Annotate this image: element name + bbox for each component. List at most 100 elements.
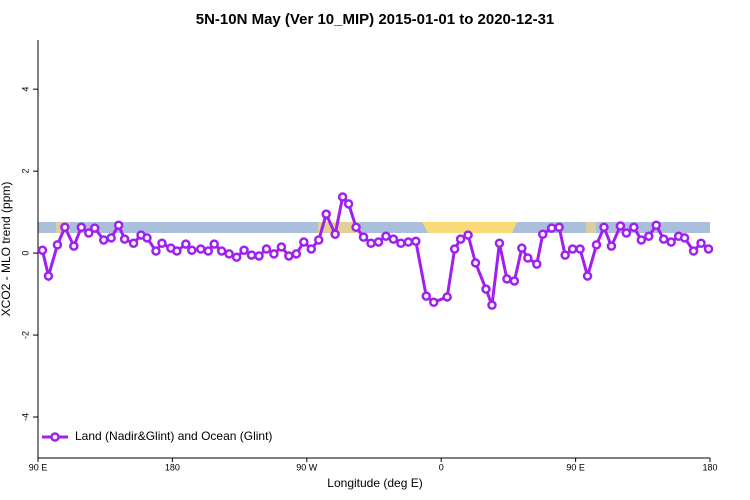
point	[84, 228, 94, 238]
point	[276, 242, 287, 252]
point	[373, 237, 384, 247]
point	[351, 222, 361, 233]
point	[644, 231, 654, 242]
point	[403, 237, 414, 247]
point	[246, 250, 257, 260]
point	[599, 222, 609, 233]
point	[254, 251, 264, 261]
x-tick-label: 180	[165, 462, 180, 472]
x-tick-label: 0	[439, 462, 444, 472]
point	[442, 292, 452, 302]
point	[509, 276, 520, 286]
point	[560, 250, 570, 260]
point	[358, 232, 369, 242]
point	[666, 237, 676, 247]
point	[470, 258, 481, 268]
point	[269, 249, 279, 259]
point	[481, 284, 491, 294]
point	[291, 249, 302, 259]
point	[532, 259, 542, 269]
y-tick-label: 2	[20, 169, 30, 174]
point	[582, 271, 593, 281]
point	[209, 239, 219, 249]
point	[172, 246, 182, 256]
y-tick-label: -2	[20, 331, 30, 339]
point	[76, 222, 87, 233]
point	[517, 243, 527, 253]
ocean-band	[38, 222, 710, 233]
point	[615, 221, 626, 231]
point	[299, 237, 309, 247]
y-tick-label: 0	[20, 251, 30, 256]
point	[306, 244, 317, 254]
point	[157, 238, 167, 249]
x-axis-label: Longitude (deg E)	[327, 476, 422, 490]
point	[455, 234, 466, 244]
point	[567, 244, 578, 254]
point	[43, 271, 54, 281]
point	[651, 220, 661, 230]
series-line	[41, 193, 710, 306]
y-tick-label: -4	[20, 413, 30, 421]
legend-marker	[50, 432, 60, 442]
point	[261, 244, 272, 254]
point	[60, 222, 70, 233]
point	[313, 235, 324, 245]
point	[421, 291, 432, 301]
point	[37, 245, 48, 255]
point	[151, 246, 161, 256]
land-band	[586, 222, 596, 233]
point	[69, 241, 79, 251]
y-tick-label: 4	[20, 87, 30, 92]
x-tick-label: 180	[702, 462, 717, 472]
point	[388, 234, 399, 244]
point	[216, 246, 227, 256]
point	[181, 239, 191, 249]
point	[396, 238, 406, 249]
point	[321, 209, 331, 219]
point	[239, 245, 249, 255]
point	[591, 240, 602, 250]
point	[537, 229, 548, 239]
point	[142, 233, 152, 243]
point	[381, 231, 391, 242]
point	[621, 228, 632, 238]
point	[411, 236, 421, 246]
legend-label: Land (Nadir&Glint) and Ocean (Glint)	[75, 429, 272, 443]
point	[366, 238, 376, 249]
point	[658, 234, 669, 244]
point	[523, 253, 533, 263]
point	[629, 222, 639, 233]
point	[546, 223, 557, 233]
x-tick-label: 90 E	[566, 462, 585, 472]
point	[187, 245, 197, 255]
chart-title: 5N-10N May (Ver 10_MIP) 2015-01-01 to 20…	[196, 11, 555, 28]
land-band	[422, 222, 517, 233]
point	[449, 244, 460, 254]
point	[463, 230, 473, 240]
point	[337, 192, 348, 202]
x-tick-label: 90 E	[29, 462, 48, 472]
point	[89, 223, 100, 233]
point	[284, 251, 294, 261]
point	[52, 240, 63, 250]
point	[106, 233, 116, 243]
point	[575, 244, 585, 254]
point	[428, 297, 439, 308]
point	[606, 241, 617, 251]
point	[494, 238, 505, 249]
y-axis-label: XCO2 - MLO trend (ppm)	[0, 182, 13, 317]
x-tick-label: 90 W	[296, 462, 318, 472]
point	[703, 244, 714, 254]
point	[487, 300, 497, 310]
point	[696, 238, 706, 249]
point	[98, 235, 109, 245]
point	[343, 199, 354, 209]
point	[224, 249, 234, 259]
point	[196, 244, 206, 254]
point	[113, 220, 124, 230]
point	[128, 238, 139, 249]
point	[330, 229, 340, 239]
point	[231, 252, 242, 262]
